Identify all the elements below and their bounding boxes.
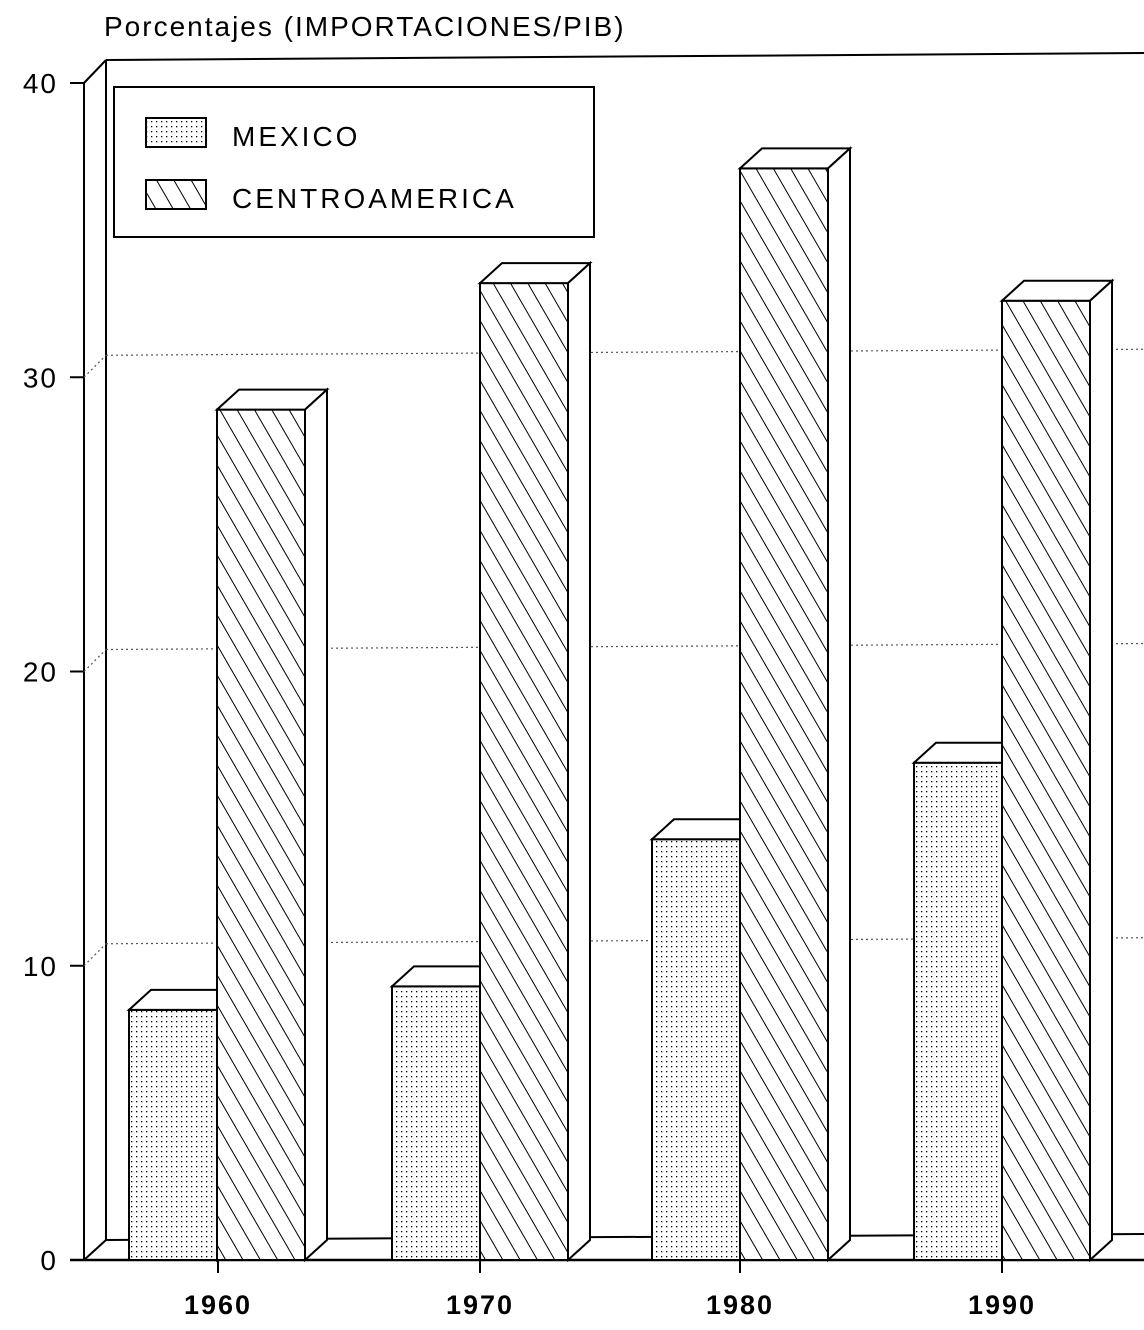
gridline: [105, 642, 1144, 651]
chart-title: Porcentajes (IMPORTACIONES/PIB): [104, 11, 626, 42]
bar-side-face: [827, 146, 851, 1263]
gridline-depth: [83, 354, 107, 378]
x-tick-label: 1980: [706, 1290, 774, 1320]
legend-label-mexico: MEXICO: [232, 121, 360, 152]
y-tick-label: 10: [23, 951, 58, 982]
bar-front-face: [128, 1008, 218, 1262]
gridline-depth: [83, 649, 107, 672]
legend-box: [113, 86, 595, 238]
legend: MEXICO CENTROAMERICA: [113, 86, 595, 238]
y-axis-top-depth: [83, 59, 107, 84]
bars: [126, 146, 1115, 1263]
bar-side-face: [1089, 278, 1113, 1263]
y-tick-label: 0: [40, 1245, 58, 1276]
bar-front-face: [479, 282, 569, 1261]
x-tick-label: 1990: [968, 1290, 1036, 1320]
bar-side-face: [304, 387, 328, 1263]
floor-left-depth: [83, 1239, 107, 1261]
y-tick-label: 20: [23, 657, 58, 688]
legend-swatch-centroamerica: [145, 179, 207, 210]
legend-swatch-mexico: [145, 117, 207, 148]
bar-side-face: [567, 260, 591, 1263]
legend-label-centroamerica: CENTROAMERICA: [232, 183, 517, 214]
bar-centroamerica-1980: [737, 146, 853, 1263]
bar-front-face: [739, 167, 829, 1261]
bar-front-face: [216, 408, 306, 1261]
gridline-depth: [83, 943, 107, 967]
bar-front-face: [391, 985, 481, 1261]
x-tick-label: 1960: [184, 1290, 252, 1320]
y-tick-label: 30: [23, 362, 58, 393]
back-wall-top-edge: [105, 52, 1144, 61]
bar-front-face: [1001, 299, 1091, 1261]
bar-centroamerica-1990: [999, 278, 1115, 1263]
tick-labels: 0 10 20 30 40 1960 1970 1980 1990: [23, 68, 1036, 1320]
bar-front-face: [913, 761, 1003, 1262]
bar-centroamerica-1970: [477, 260, 593, 1263]
x-tick-label: 1970: [446, 1290, 514, 1320]
gridline: [105, 348, 1144, 356]
bar-centroamerica-1960: [214, 387, 330, 1263]
bar-front-face: [651, 838, 741, 1261]
y-tick-label: 40: [23, 68, 58, 99]
